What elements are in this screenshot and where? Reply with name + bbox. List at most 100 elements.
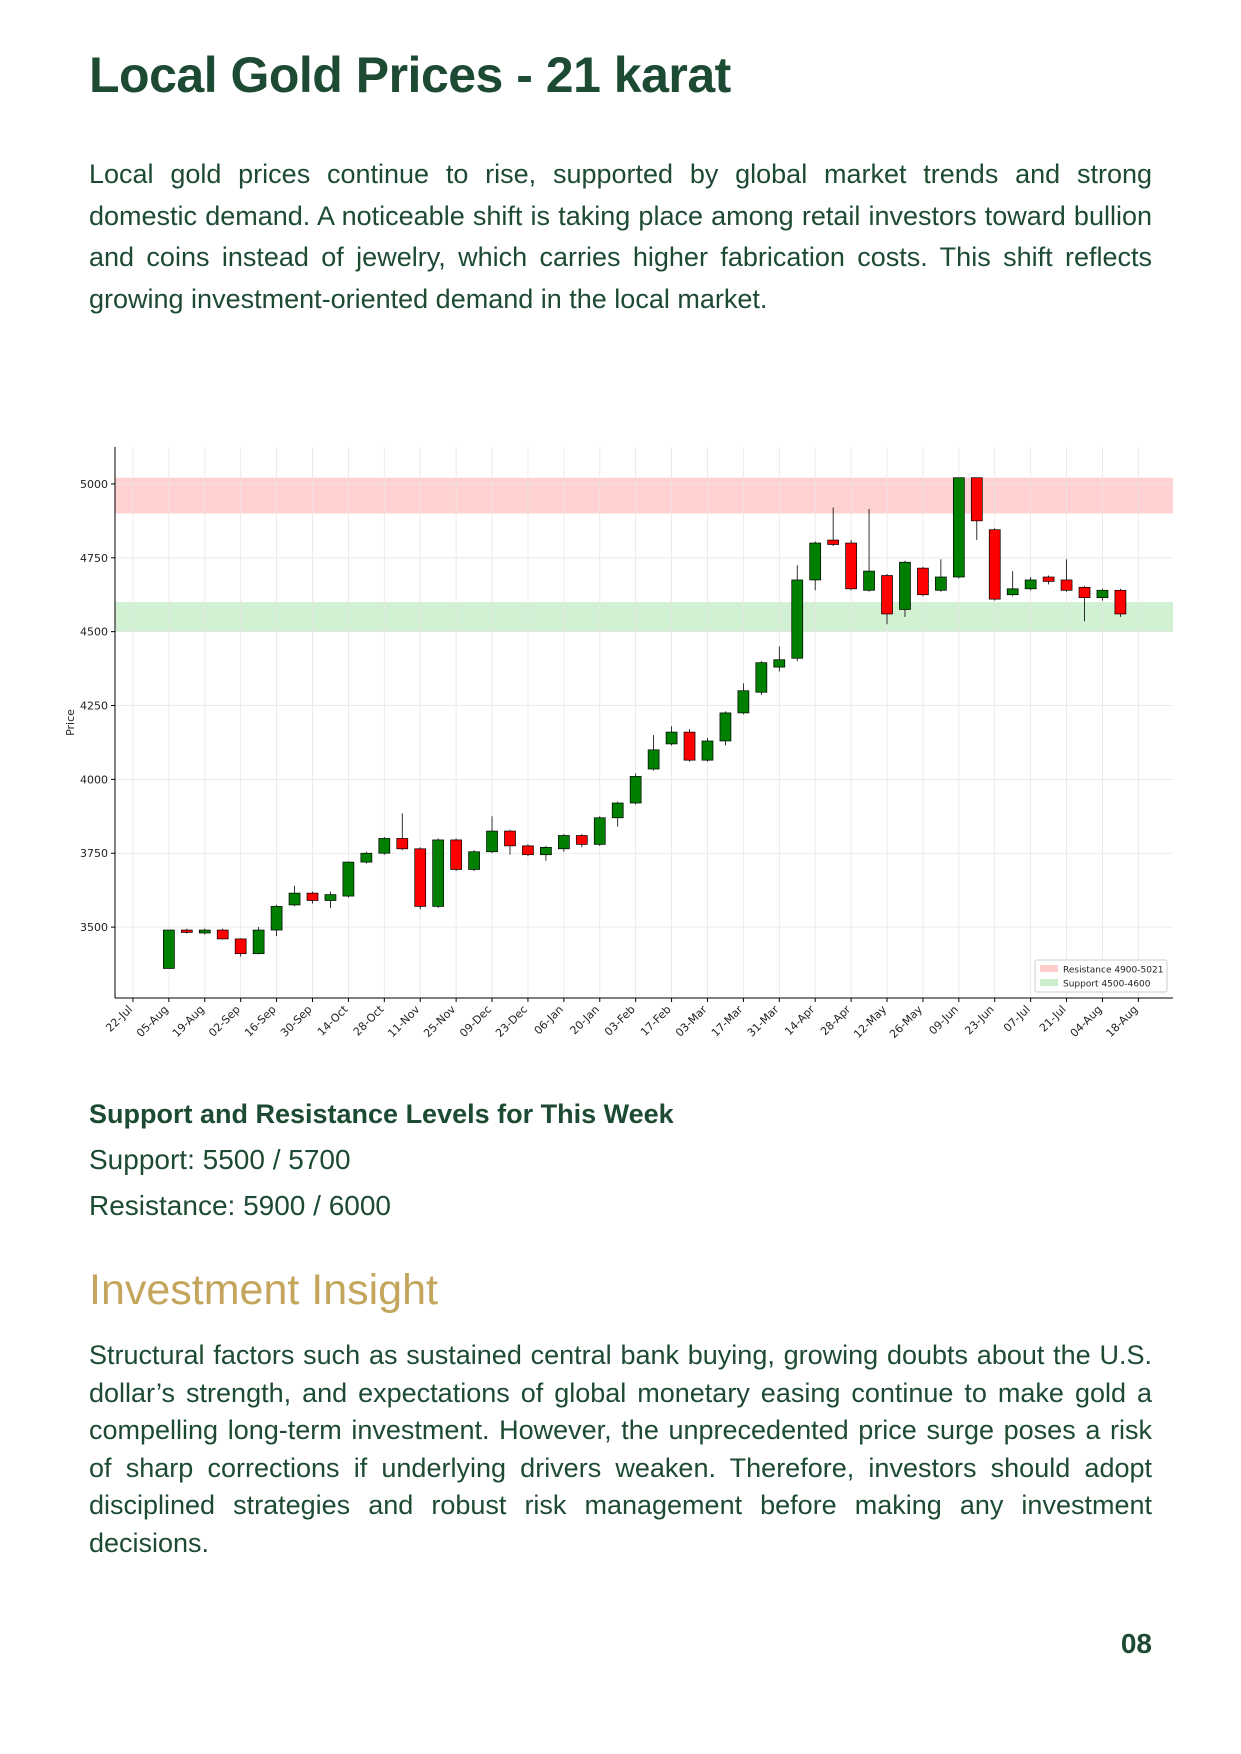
y-tick-label: 3500 (80, 921, 108, 934)
candle-body (180, 929, 193, 933)
candle-body (647, 749, 660, 770)
candle-body (306, 892, 319, 901)
x-tick-label: 17-Mar (709, 1003, 746, 1040)
x-tick-label: 06-Jan (532, 1003, 566, 1037)
candle-body (1060, 579, 1073, 591)
candle-body (486, 830, 498, 853)
candle-body (629, 776, 642, 804)
candle-body (863, 570, 875, 591)
candle-body (719, 712, 732, 742)
candle-body (917, 567, 929, 596)
candle-body (1114, 589, 1127, 615)
levels-heading: Support and Resistance Levels for This W… (89, 1099, 674, 1129)
candle-body (540, 846, 552, 856)
candle-body (935, 576, 947, 591)
x-tick-label: 28-Apr (818, 1003, 854, 1039)
insight-heading: Investment Insight (89, 1266, 438, 1314)
candle-body (360, 852, 373, 863)
candle-body (809, 542, 822, 581)
page-title: Local Gold Prices - 21 karat (89, 47, 731, 103)
insight-paragraph: Structural factors such as sustained cen… (89, 1340, 1152, 1558)
x-tick-label: 09-Jun (926, 1003, 961, 1038)
candle-body (198, 929, 211, 934)
candle-body (593, 817, 606, 845)
x-tick-label: 21-Jul (1037, 1003, 1069, 1035)
candle-body (504, 830, 516, 847)
x-tick-label: 09-Dec (457, 1003, 494, 1040)
candle-body (163, 929, 175, 969)
candle-body (737, 690, 750, 714)
x-tick-label: 18-Aug (1104, 1003, 1141, 1040)
candle-body (611, 802, 624, 819)
candle-body (557, 835, 570, 850)
candle-body (342, 861, 355, 897)
x-tick-label: 02-Sep (206, 1003, 243, 1040)
candle-body (468, 851, 480, 870)
candle-body (396, 838, 409, 850)
legend-swatch (1040, 965, 1058, 972)
candle-body (414, 848, 427, 907)
band (115, 477, 1173, 514)
intro-paragraph: Local gold prices continue to rise, supp… (89, 159, 1152, 314)
candle-body (1006, 588, 1019, 596)
x-tick-label: 23-Dec (493, 1003, 530, 1040)
y-tick-label: 3750 (80, 847, 108, 860)
y-tick-label: 4250 (80, 700, 108, 713)
x-tick-label: 14-Apr (782, 1003, 818, 1039)
x-tick-label: 04-Aug (1068, 1003, 1105, 1040)
candle-body (216, 929, 229, 940)
legend-label: Resistance 4900-5021 (1063, 966, 1163, 976)
candle-body (970, 477, 983, 522)
candle-body (755, 662, 768, 693)
y-tick-label: 4000 (80, 773, 108, 786)
candle-body (773, 659, 786, 668)
candle-body (575, 835, 588, 845)
candle-body (701, 740, 714, 761)
x-tick-label: 26-May (887, 1003, 925, 1041)
candle-body (845, 542, 857, 590)
resistance-levels: Resistance: 5900 / 6000 (89, 1190, 391, 1221)
x-tick-label: 23-Jun (962, 1003, 997, 1038)
candle-body (288, 892, 301, 906)
candle-body (1042, 576, 1055, 582)
candle-body (988, 529, 1001, 600)
candle-body (324, 894, 337, 901)
candle-body (683, 731, 696, 761)
candle-body (665, 731, 678, 745)
candle-body (899, 561, 911, 610)
legend-swatch (1040, 979, 1058, 986)
x-tick-label: 11-Nov (385, 1003, 422, 1040)
candle-body (270, 906, 283, 931)
x-tick-label: 05-Aug (134, 1003, 171, 1040)
y-axis-label: Price (64, 709, 77, 736)
x-tick-label: 16-Sep (242, 1003, 279, 1040)
candle-body (952, 477, 965, 578)
x-tick-label: 17-Feb (638, 1003, 674, 1039)
candle-body (522, 845, 534, 856)
candle-body (1096, 589, 1109, 599)
x-tick-label: 25-Nov (421, 1003, 458, 1040)
candle-body (881, 575, 893, 615)
legend-label: Support 4500-4600 (1063, 980, 1151, 990)
candlestick-chart: 3500 3750 4000 4250 4500 4750 5000 22-Jul05-Aug… (64, 447, 1173, 1041)
legend-box (1034, 959, 1168, 993)
candle-body (1024, 579, 1037, 590)
x-tick-label: 03-Feb (602, 1003, 638, 1039)
band (115, 602, 1173, 632)
x-tick-label: 28-Oct (351, 1002, 387, 1038)
candle-body (378, 838, 391, 854)
candle-body (1078, 586, 1091, 599)
x-tick-label: 22-Jul (103, 1003, 135, 1035)
y-tick-label: 4500 (80, 626, 108, 639)
page-number: 08 (1120, 1628, 1152, 1659)
candle-body (252, 929, 265, 955)
y-tick-label: 5000 (80, 478, 108, 491)
candle-body (827, 539, 840, 545)
x-tick-label: 07-Jul (1001, 1003, 1033, 1035)
candle-body (432, 839, 445, 907)
x-tick-label: 03-Mar (673, 1003, 710, 1040)
y-tick-label: 4750 (80, 552, 108, 565)
candle-body (791, 579, 804, 659)
x-tick-label: 12-May (851, 1003, 889, 1041)
